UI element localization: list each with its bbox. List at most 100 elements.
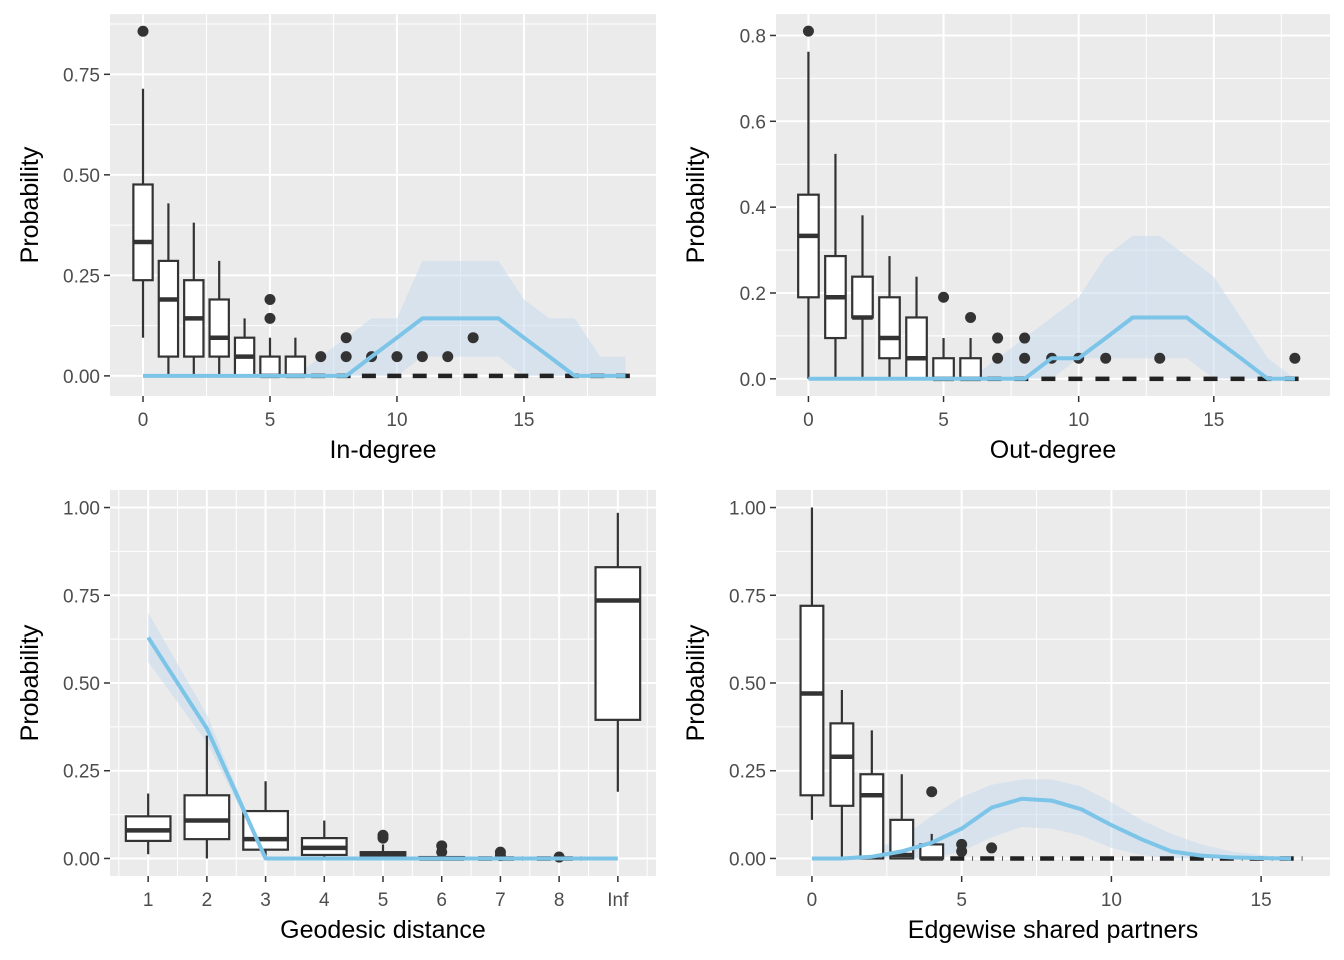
- y-tick-label: 0.00: [63, 849, 100, 870]
- iqr-box: [284, 355, 307, 377]
- outlier-point: [416, 351, 428, 363]
- outlier-point: [391, 351, 403, 363]
- panel-out-degree: 0.0 0.2 0.4 0.6 0.8 0 5 10 15 Out-degree Probabili…: [682, 14, 1330, 464]
- boxplot-4: [905, 276, 928, 380]
- panel-geodesic: 0.00 0.25 0.50 0.75 1.00 1 2 3 4 5 6 7 8 Inf Geodesic …: [16, 490, 656, 944]
- x-tick-label: 0: [807, 890, 818, 911]
- y-tick-label: 0.2: [740, 284, 766, 305]
- x-axis-title: Geodesic distance: [280, 916, 486, 944]
- y-tick-label: 0.75: [63, 65, 100, 86]
- iqr-box: [905, 316, 928, 380]
- y-tick-label: 0.75: [63, 586, 100, 607]
- iqr-box: [594, 566, 642, 721]
- outlier-point: [340, 332, 352, 344]
- boxplot-1: [124, 793, 172, 855]
- outlier-point: [992, 352, 1004, 364]
- outlier-point: [264, 293, 276, 305]
- boxplot-5: [950, 838, 974, 861]
- outlier-point: [802, 25, 814, 37]
- y-tick-label: 0.0: [740, 370, 766, 391]
- boxplot-5: [359, 829, 407, 860]
- x-axis-title: In-degree: [329, 436, 436, 464]
- boxplot-1: [157, 203, 180, 376]
- outlier-point: [956, 838, 968, 850]
- outlier-point: [965, 311, 977, 323]
- outlier-point: [137, 25, 149, 37]
- y-tick-label: 0.50: [729, 674, 766, 695]
- x-tick-label: 10: [1101, 890, 1122, 911]
- iqr-box: [829, 722, 855, 807]
- iqr-box: [797, 193, 820, 299]
- x-tick-label: Inf: [607, 890, 629, 911]
- panel-in-degree: 0.00 0.25 0.50 0.75 0 5 10 15 In-degree Probabili…: [16, 14, 656, 464]
- iqr-box: [183, 794, 231, 841]
- observed-line: [146, 636, 618, 861]
- y-tick-label: 0.50: [63, 166, 100, 187]
- observed-line: [811, 796, 1292, 861]
- x-tick-label: 4: [319, 890, 330, 911]
- y-tick-label: 0.8: [740, 26, 766, 47]
- x-tick-label: 5: [378, 890, 389, 911]
- x-tick-label: 0: [138, 410, 149, 431]
- confidence-band: [970, 235, 1295, 379]
- boxplot-11: [412, 351, 433, 379]
- iqr-box: [859, 773, 885, 860]
- x-axis-title: Edgewise shared partners: [908, 916, 1198, 944]
- y-tick-label: 0.4: [740, 198, 767, 219]
- x-tick-label: 15: [1251, 890, 1272, 911]
- outlier-point: [938, 291, 950, 303]
- boxplot-0: [799, 507, 825, 820]
- outlier-point: [1019, 332, 1031, 344]
- outlier-point: [377, 829, 389, 841]
- boxplot-9: [594, 512, 642, 792]
- iqr-box: [208, 298, 230, 358]
- outlier-point: [442, 351, 454, 363]
- boxplot-0: [797, 25, 820, 379]
- iqr-box: [851, 275, 874, 319]
- y-axis-title: Probability: [16, 624, 44, 741]
- y-tick-label: 0.50: [63, 674, 100, 695]
- outlier-point: [340, 351, 352, 363]
- boxplot-11: [1095, 352, 1116, 382]
- boxplot-1: [829, 690, 855, 859]
- y-tick-label: 1.00: [63, 499, 100, 520]
- y-tick-label: 0.25: [729, 762, 766, 783]
- y-tick-label: 0.00: [63, 367, 100, 388]
- outlier-point: [986, 842, 998, 854]
- outlier-point: [1100, 352, 1112, 364]
- boxplot-3: [208, 260, 230, 376]
- boxplot-6: [980, 842, 1003, 861]
- outlier-point: [926, 786, 938, 798]
- x-axis-title: Out-degree: [990, 436, 1116, 464]
- x-tick-label: 2: [202, 890, 213, 911]
- y-tick-label: 0.25: [63, 762, 100, 783]
- x-tick-label: 10: [386, 410, 407, 431]
- iqr-box: [799, 604, 825, 797]
- boxplot-10: [387, 351, 407, 379]
- boxplot-13: [463, 332, 483, 379]
- y-tick-label: 1.00: [729, 499, 766, 520]
- x-tick-label: 1: [143, 890, 154, 911]
- boxplot-13: [1149, 352, 1171, 382]
- x-tick-label: 0: [803, 410, 814, 431]
- outlier-point: [436, 840, 448, 852]
- iqr-box: [259, 355, 281, 377]
- x-tick-label: 8: [554, 890, 565, 911]
- iqr-box: [157, 259, 180, 358]
- outlier-point: [1289, 352, 1301, 364]
- y-tick-label: 0.00: [729, 849, 766, 870]
- boxplot-2: [859, 730, 885, 860]
- boxplot-1: [824, 153, 847, 379]
- boxplot-4: [300, 820, 348, 859]
- x-tick-label: 5: [956, 890, 967, 911]
- panel-esp: 0.00 0.25 0.50 0.75 1.00 0 5 10 15 Edgewise share…: [682, 490, 1330, 944]
- boxplot-2: [183, 735, 231, 859]
- observed-line: [808, 315, 1295, 381]
- boxplot-0: [132, 25, 154, 338]
- x-tick-label: 15: [513, 410, 534, 431]
- boxplot-12: [438, 351, 458, 379]
- boxplot-3: [878, 256, 901, 379]
- outlier-point: [494, 846, 506, 858]
- x-tick-label: 5: [938, 410, 949, 431]
